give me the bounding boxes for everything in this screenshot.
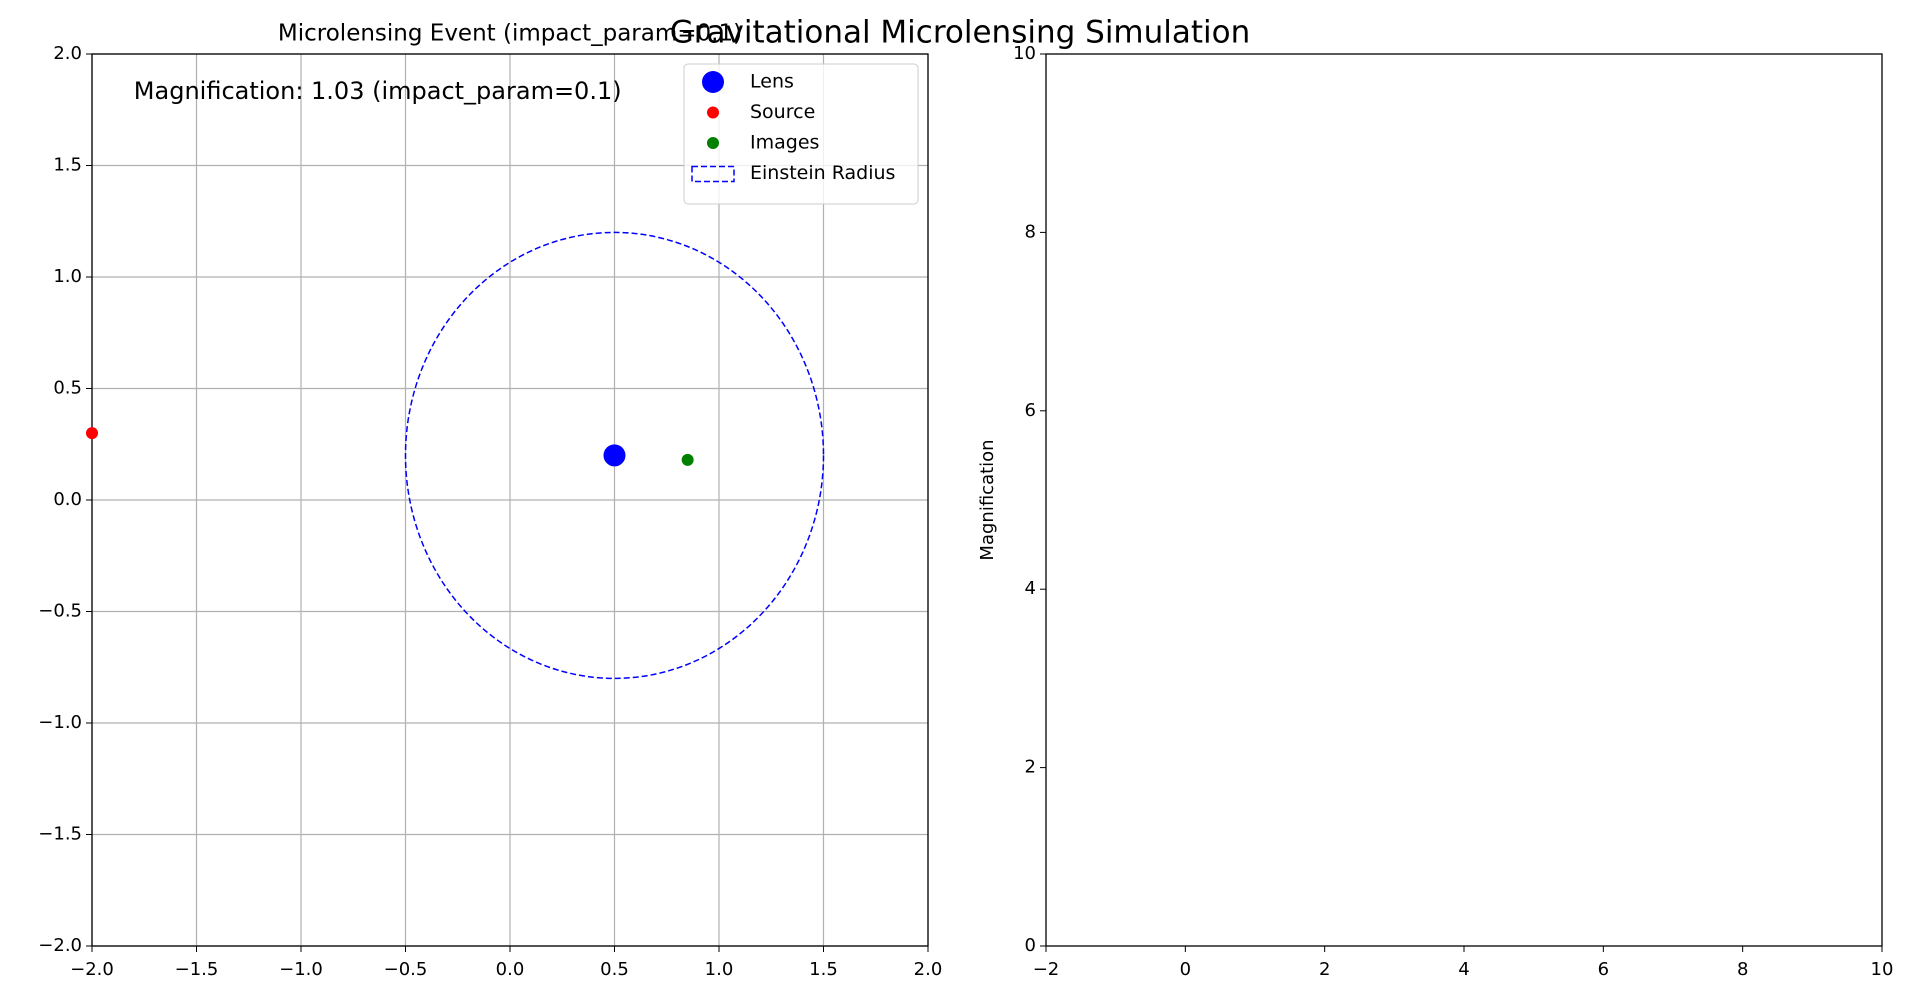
x-tick-label: −1.5 <box>175 959 219 980</box>
point <box>681 453 694 466</box>
legend-label: Source <box>750 101 815 123</box>
x-tick-label: 0 <box>1180 959 1191 980</box>
x-tick-label: 6 <box>1598 959 1609 980</box>
legend-label: Einstein Radius <box>750 162 895 184</box>
x-tick-label: −0.5 <box>384 959 428 980</box>
legend-label: Lens <box>750 71 794 93</box>
x-tick-label: 8 <box>1737 959 1748 980</box>
figure-title: Gravitational Microlensing Simulation <box>670 15 1251 51</box>
y-tick-label: −0.5 <box>38 601 82 622</box>
legend: Lens Source Images Einstein Radius <box>683 63 919 205</box>
axes: −2.0 −1.5 −1.0 −0.5 0.0 0.5 1.0 1.5 2.0 −2.0 −1.5 −… <box>38 21 942 981</box>
axes: −2 0 2 4 6 8 10 0 2 4 6 8 10 Magnification <box>977 43 1893 980</box>
x-tick-label: −2 <box>1033 959 1060 980</box>
x-tick-label: 0.0 <box>496 959 525 980</box>
plot-area <box>86 231 825 680</box>
y-tick-label: 2 <box>1025 757 1036 778</box>
x-tick-label: 2 <box>1319 959 1330 980</box>
legend-swatch <box>707 106 719 119</box>
point <box>603 444 626 467</box>
legend-swatch <box>707 137 719 149</box>
x-tick-label: 2.0 <box>914 959 943 980</box>
x-tick-label: 10 <box>1871 959 1894 980</box>
y-tick-label: 8 <box>1025 221 1036 242</box>
y-tick-label: 0.5 <box>53 378 82 399</box>
axes-title: Microlensing Event (impact_param=0.1) <box>278 21 742 47</box>
annotation: Magnification: 1.03 (impact_param=0.1) <box>134 77 622 105</box>
einstein-radius <box>404 231 825 680</box>
legend-swatch <box>691 165 735 183</box>
y-tick-label: 2.0 <box>53 43 82 64</box>
y-tick-label: 4 <box>1025 578 1036 599</box>
y-tick-label: 0 <box>1025 935 1036 956</box>
y-tick-label: 10 <box>1013 43 1036 64</box>
axes-frame <box>91 53 929 947</box>
x-tick-label: 4 <box>1458 959 1469 980</box>
y-tick-label: 1.0 <box>53 266 82 287</box>
point <box>86 427 98 440</box>
y-tick-label: −2.0 <box>38 935 82 956</box>
x-tick-label: 1.5 <box>809 959 838 980</box>
y-axis-label: Magnification <box>977 439 998 560</box>
x-tick-label: −2.0 <box>70 959 114 980</box>
legend-swatch <box>702 71 724 93</box>
legend-label: Images <box>750 132 819 154</box>
y-tick-label: −1.0 <box>38 712 82 733</box>
x-tick-label: 1.0 <box>705 959 734 980</box>
x-tick-label: −1.0 <box>279 959 323 980</box>
x-tick-label: 0.5 <box>600 959 629 980</box>
y-tick-label: 0.0 <box>53 489 82 510</box>
y-tick-label: 6 <box>1025 400 1036 421</box>
y-tick-label: −1.5 <box>38 824 82 845</box>
y-tick-label: 1.5 <box>53 155 82 176</box>
legend-box <box>683 63 919 205</box>
axes-frame <box>1045 53 1883 947</box>
